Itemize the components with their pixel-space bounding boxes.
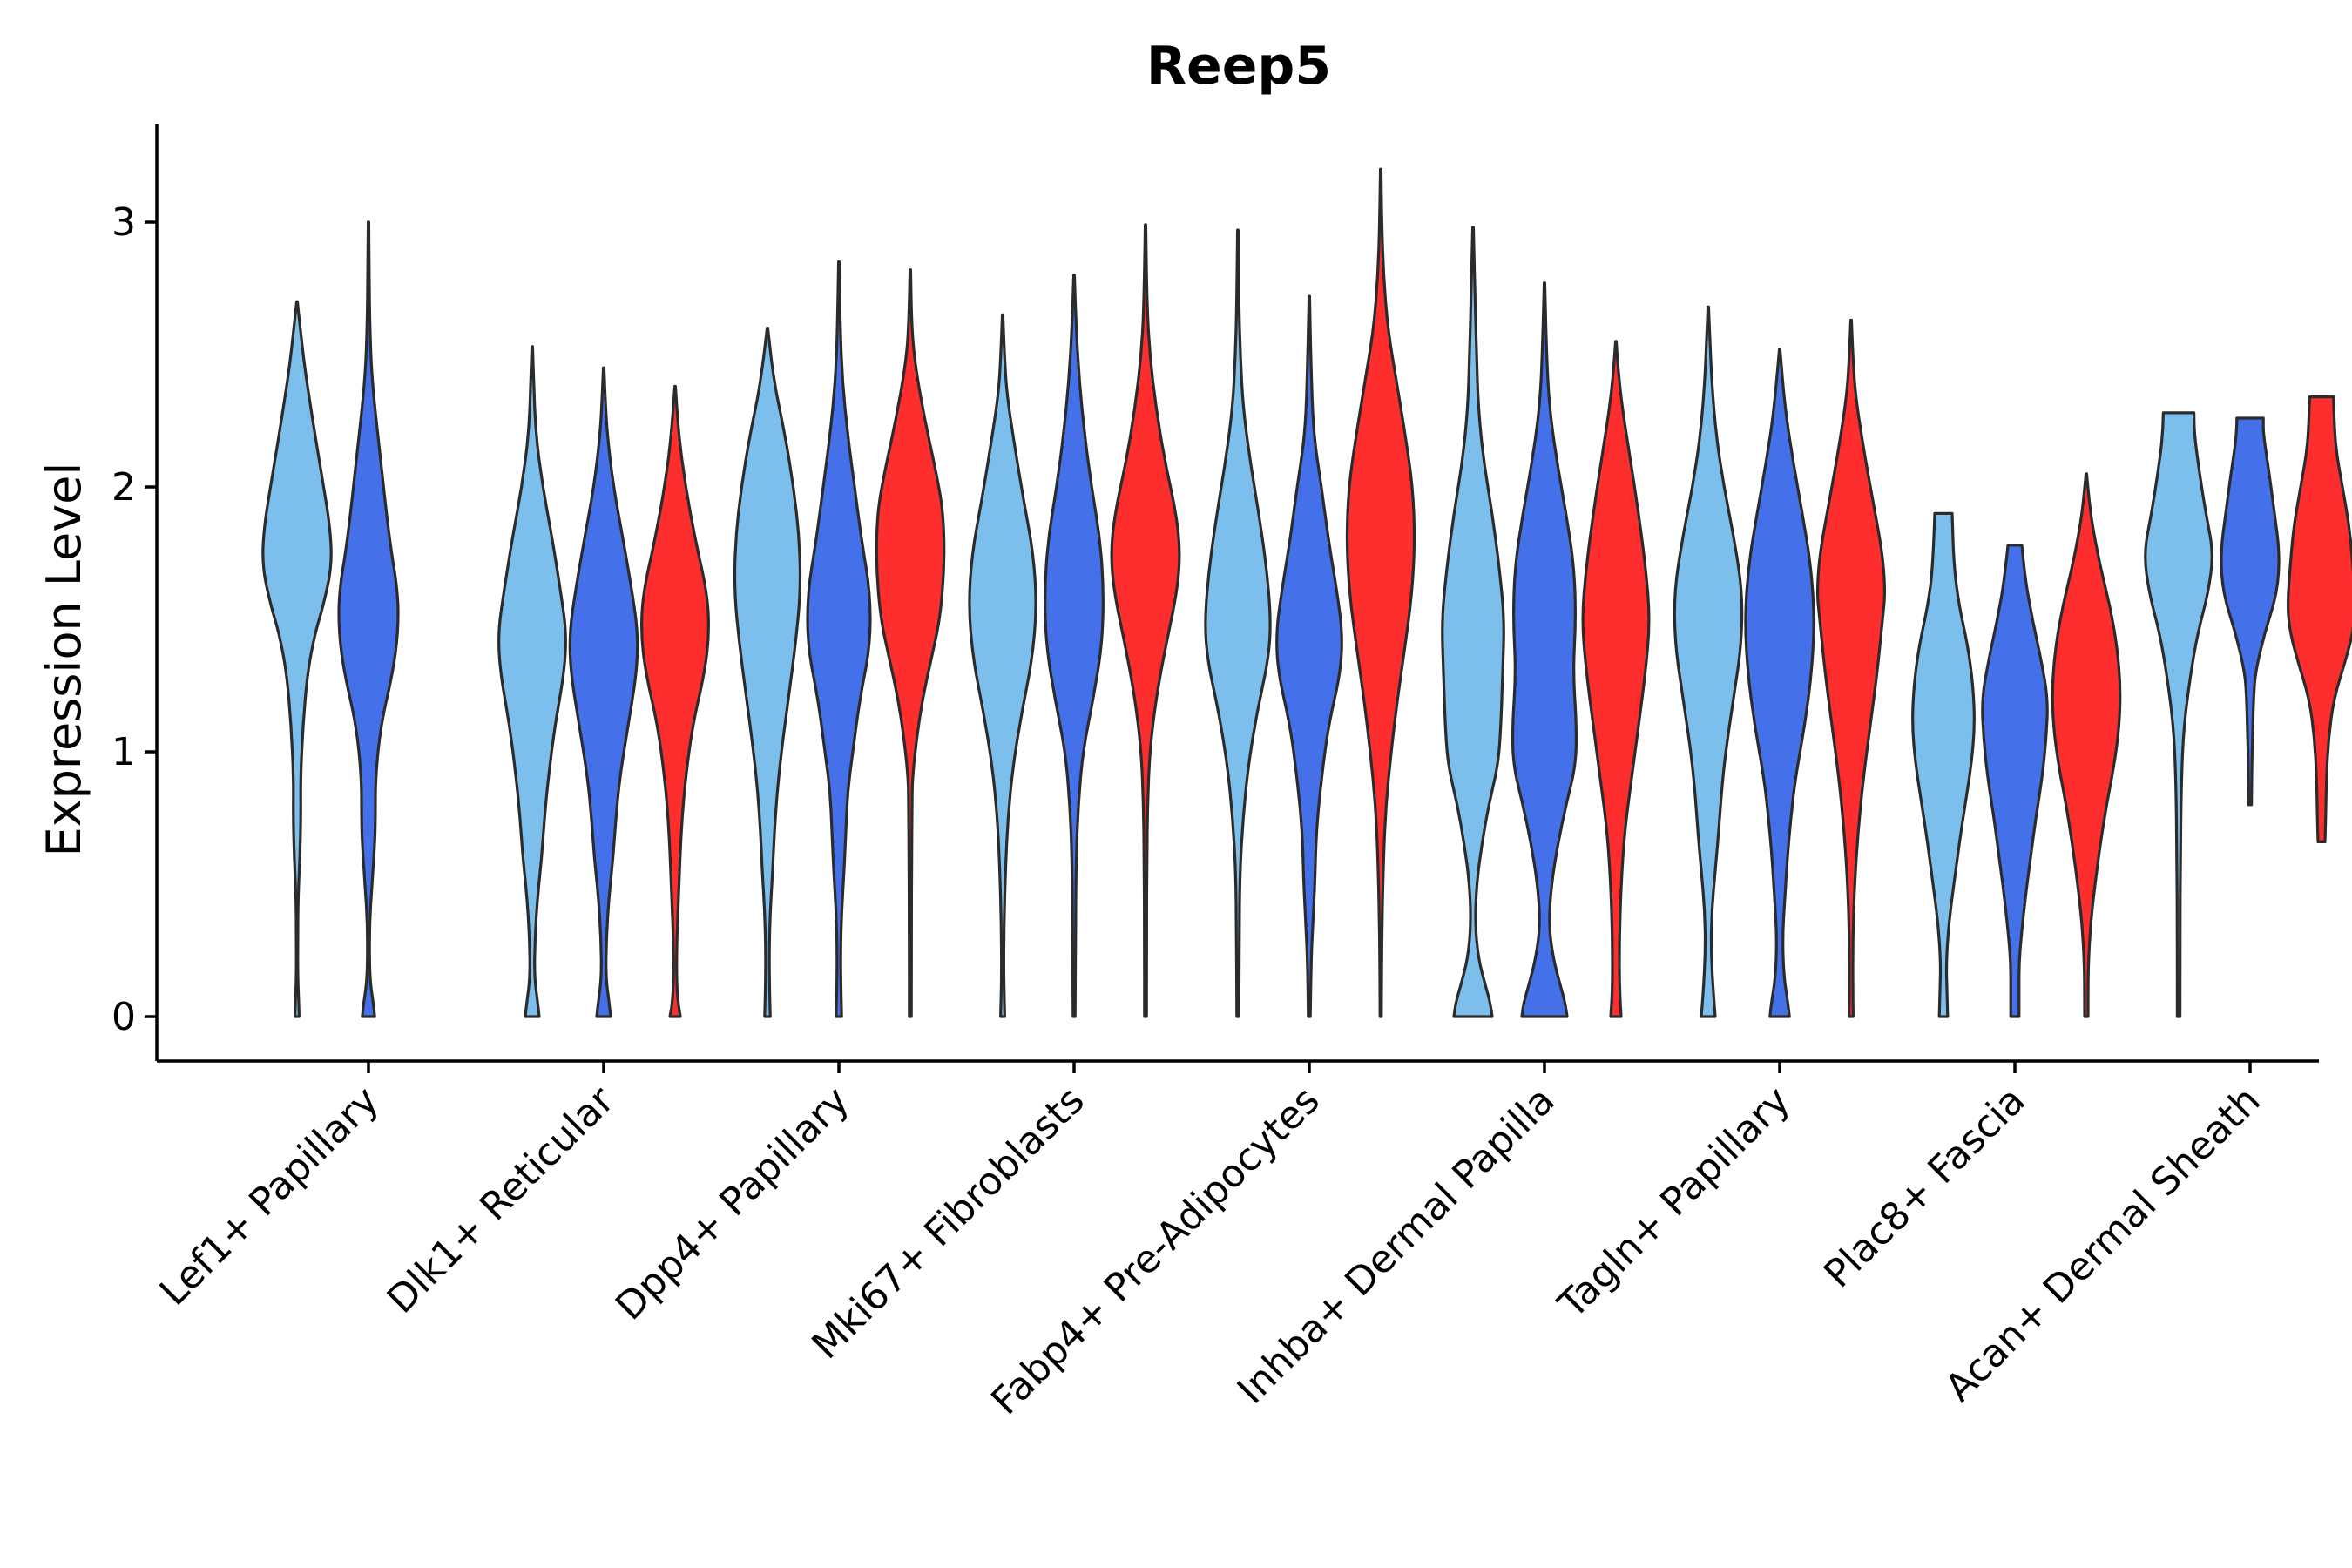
y-tick-label: 2 [112, 465, 136, 510]
violin-mki67-fibroblasts-3 [1110, 223, 1181, 1018]
violin-lef1-papillary-1 [261, 300, 333, 1018]
x-tick-label: Plac8+ Fascia [1815, 1078, 2034, 1297]
violin-plac8-fascia-2 [1981, 544, 2049, 1018]
x-tick-label: Dpp4+ Papillary [607, 1078, 858, 1329]
violin-tagln-papillary-3 [1816, 318, 1886, 1018]
violin-dpp4-papillary-2 [806, 260, 872, 1018]
violin-fabp4-pre-adipocytes-2 [1275, 294, 1343, 1018]
violin-mki67-fibroblasts-1 [968, 313, 1037, 1018]
violin-acan-dermal-sheath-3 [2287, 395, 2352, 843]
violin-tagln-papillary-1 [1673, 305, 1744, 1018]
violin-plac8-fascia-1 [1911, 511, 1976, 1018]
violin-inhba-dermal-papilla-3 [1581, 340, 1651, 1018]
violin-tagln-papillary-2 [1744, 348, 1815, 1018]
chart-title: Reep5 [1146, 36, 1331, 97]
violin-dlk1-reticular-2 [568, 366, 639, 1018]
y-tick-label: 3 [112, 200, 136, 245]
violins-layer [261, 167, 2352, 1018]
violin-dpp4-papillary-3 [875, 268, 946, 1018]
x-tick-label: Lef1+ Papillary [152, 1078, 388, 1315]
violin-lef1-papillary-2 [337, 220, 400, 1018]
y-axis-label: Expression Level [37, 463, 91, 857]
violin-fabp4-pre-adipocytes-1 [1204, 228, 1272, 1018]
x-tick-label: Tagln+ Papillary [1550, 1078, 1799, 1328]
violin-inhba-dermal-papilla-1 [1441, 226, 1505, 1018]
violin-plac8-fascia-3 [2051, 472, 2122, 1018]
violin-mki67-fibroblasts-2 [1044, 274, 1105, 1018]
violin-dlk1-reticular-3 [640, 384, 710, 1018]
axes [155, 124, 2319, 1063]
violin-acan-dermal-sheath-2 [2220, 416, 2281, 807]
violin-dlk1-reticular-1 [497, 345, 567, 1018]
violin-dpp4-papillary-1 [733, 327, 802, 1018]
y-ticks: 0 1 2 3 [112, 200, 157, 1039]
violin-inhba-dermal-papilla-2 [1511, 281, 1578, 1018]
y-tick-label: 1 [112, 730, 136, 774]
violin-fabp4-pre-adipocytes-3 [1345, 167, 1416, 1018]
violin-acan-dermal-sheath-1 [2144, 411, 2213, 1018]
y-tick-label: 0 [112, 995, 136, 1039]
x-tick-label: Dlk1+ Reticular [379, 1078, 624, 1322]
